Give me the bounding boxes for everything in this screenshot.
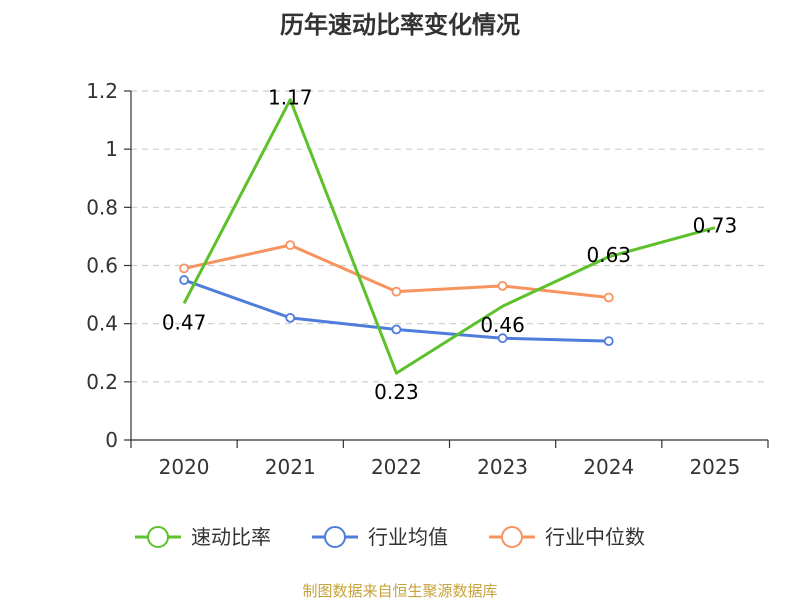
data-label: 0.63 <box>586 243 631 267</box>
chart-title: 历年速动比率变化情况 <box>280 11 520 39</box>
data-point[interactable] <box>179 275 189 285</box>
x-tick-label: 2024 <box>583 455 634 479</box>
legend-item-0[interactable]: 速动比率 <box>135 525 271 549</box>
y-tick-label: 1.2 <box>86 79 118 103</box>
legend-label: 速动比率 <box>191 525 271 549</box>
series-line-0 <box>182 98 716 375</box>
legend-item-2[interactable]: 行业中位数 <box>489 525 645 549</box>
y-tick-label: 0.6 <box>86 254 118 278</box>
y-tick-label: 0 <box>105 428 118 452</box>
data-point[interactable] <box>603 336 614 347</box>
source-note: 制图数据来自恒生聚源数据库 <box>302 582 497 600</box>
series-layer <box>179 98 716 375</box>
legend-item-1[interactable]: 行业均值 <box>312 525 448 549</box>
data-label: 0.46 <box>480 313 525 337</box>
data-label: 0.73 <box>693 214 738 238</box>
data-point[interactable] <box>497 280 508 291</box>
x-tick-label: 2023 <box>477 455 528 479</box>
y-tick-label: 0.8 <box>86 195 118 219</box>
data-point[interactable] <box>285 312 296 323</box>
data-point[interactable] <box>285 240 296 251</box>
x-tick-label: 2022 <box>371 455 422 479</box>
x-tick-label: 2025 <box>689 455 740 479</box>
legend-label: 行业中位数 <box>545 525 645 549</box>
x-tick-label: 2020 <box>159 455 210 479</box>
data-point[interactable] <box>603 292 614 303</box>
legend-label: 行业均值 <box>368 525 448 549</box>
data-point[interactable] <box>179 263 189 274</box>
data-label: 0.47 <box>162 310 207 334</box>
legend-marker <box>147 526 169 548</box>
x-tick-label: 2021 <box>265 455 316 479</box>
data-point[interactable] <box>391 286 402 297</box>
data-point[interactable] <box>391 324 402 335</box>
legend-marker <box>324 526 346 548</box>
y-tick-label: 0.4 <box>86 312 118 336</box>
data-label: 1.17 <box>268 86 313 110</box>
grid-lines <box>131 90 768 383</box>
data-point[interactable] <box>497 333 508 344</box>
y-axis-ticks: 0 0.2 0.4 0.6 0.8 1 1.2 <box>86 79 131 452</box>
data-labels: 0.47 1.17 0.23 0.46 0.63 0.73 <box>162 86 737 404</box>
y-tick-label: 0.2 <box>86 370 118 394</box>
x-axis-ticks: 2020 2021 2022 2023 2024 2025 <box>130 440 769 479</box>
legend[interactable]: 速动比率 行业均值 行业中位数 <box>135 525 645 549</box>
y-tick-label: 1 <box>105 137 118 161</box>
legend-marker <box>501 526 523 548</box>
data-label: 0.23 <box>374 380 419 404</box>
